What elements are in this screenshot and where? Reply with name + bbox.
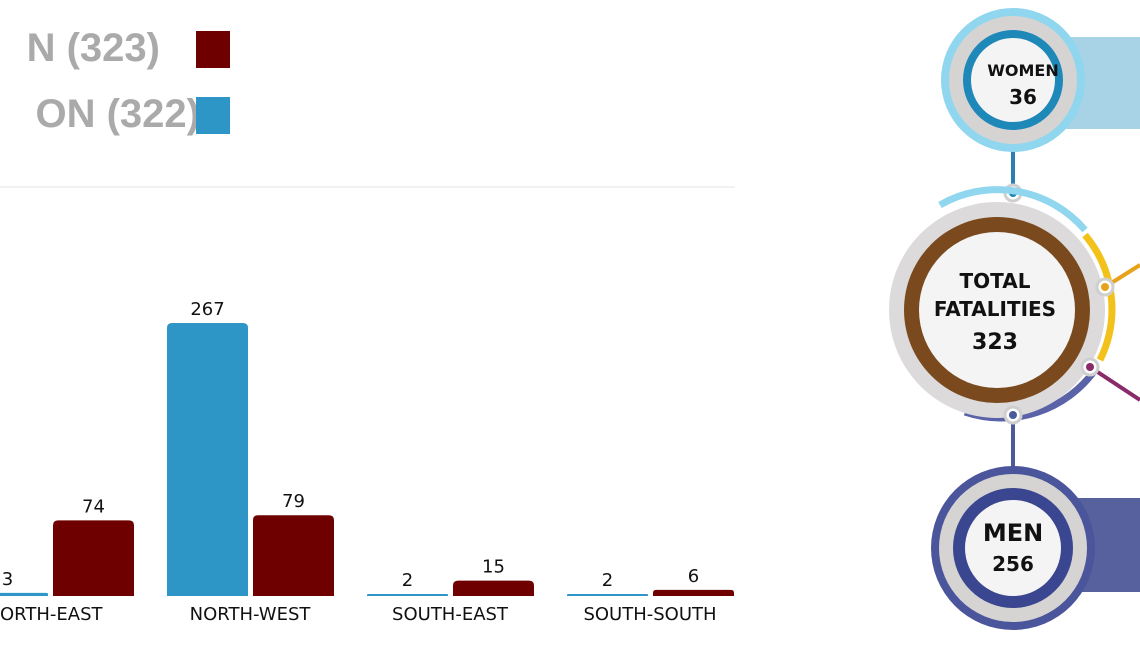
legend-label: N (323) (27, 26, 160, 70)
bar (653, 589, 734, 596)
men-label: MEN (983, 519, 1043, 547)
connector (1088, 365, 1140, 402)
legend-swatch (196, 97, 230, 134)
value-label: 74 (82, 496, 105, 517)
women-label: WOMEN (987, 61, 1059, 80)
bar (167, 322, 248, 596)
x-tick-label: SOUTH-SOUTH (583, 604, 716, 625)
x-tick-label: NORTH-WEST (190, 604, 312, 625)
bar (0, 592, 48, 596)
legend: N (323) ON (322) (27, 26, 230, 136)
women-value: 36 (1009, 85, 1037, 109)
men-disc (965, 500, 1061, 596)
legend-label: ON (322) (36, 92, 201, 136)
x-tick-label: ORTH-EAST (0, 604, 104, 625)
value-label: 79 (282, 491, 305, 512)
node (1086, 363, 1094, 371)
total-label: TOTAL (960, 269, 1031, 293)
arc (1082, 232, 1116, 362)
value-label: 267 (190, 299, 224, 320)
arc (938, 186, 1088, 233)
bar (367, 593, 448, 596)
total-value: 323 (972, 330, 1018, 355)
value-label: 2 (602, 570, 613, 591)
bar (53, 520, 134, 596)
total-label: FATALITIES (934, 297, 1056, 321)
value-label: 3 (2, 569, 13, 590)
x-tick-label: SOUTH-EAST (392, 604, 509, 625)
value-label: 15 (482, 557, 505, 578)
legend-swatch (196, 31, 230, 68)
bar (567, 593, 648, 596)
total-disc (919, 232, 1075, 388)
bar-chart: ORTH-EAST 3 74 NORTH-WEST 267 79 SOUTH-EAST 2 15… (0, 299, 734, 625)
bar (253, 515, 334, 596)
value-label: 6 (688, 566, 699, 587)
men-value: 256 (992, 552, 1034, 576)
node (1101, 283, 1109, 291)
fatality-graphic: WOMEN 36 TOTAL FATALITIES 323 MEN 256 (889, 8, 1140, 630)
value-label: 2 (402, 570, 413, 591)
women-disc (971, 38, 1055, 122)
node (1009, 411, 1017, 419)
bar (453, 580, 534, 596)
